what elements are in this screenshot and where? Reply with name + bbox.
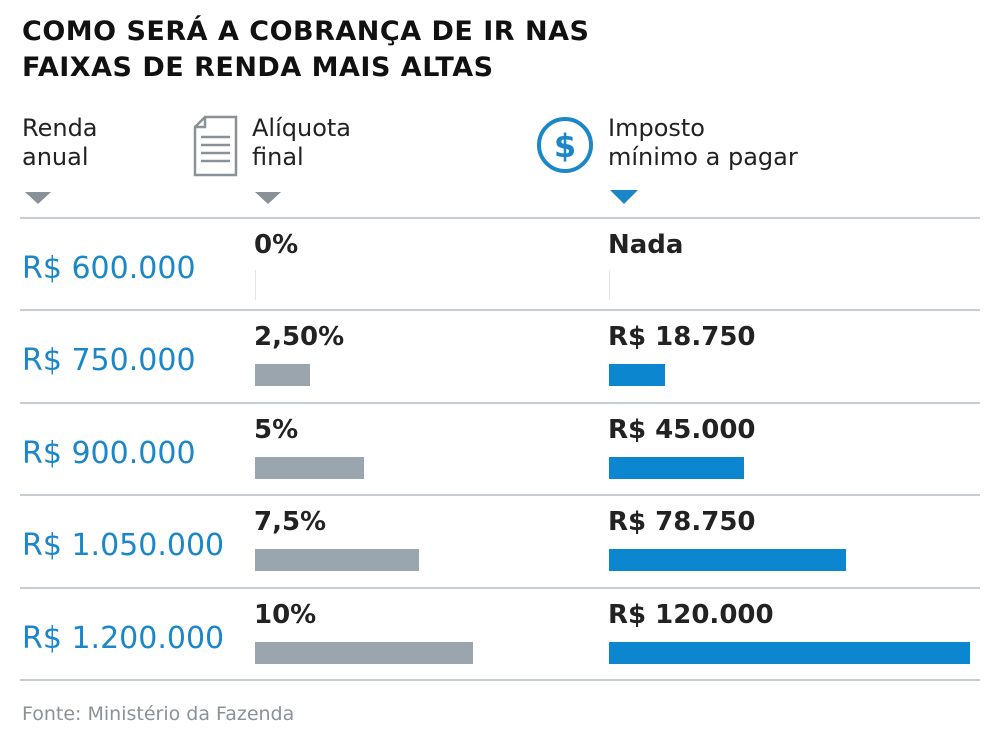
bar — [609, 456, 745, 479]
value-label: R$ 18.750 — [608, 322, 756, 353]
rule — [20, 401, 980, 404]
rule — [20, 309, 980, 312]
rule — [20, 494, 980, 497]
title-line: COMO SERÁ A COBRANÇA DE IR NAS — [22, 16, 590, 47]
bar — [255, 641, 473, 664]
source: Fonte: Ministério da Fazenda — [22, 703, 295, 725]
bar — [609, 270, 610, 300]
header-line: mínimo a pagar — [608, 143, 798, 171]
header-line: Alíquota — [252, 114, 351, 142]
rule — [20, 217, 980, 219]
renda: R$ 600.000 — [22, 251, 196, 286]
column-header: Alíquota final — [252, 114, 351, 172]
header-line: final — [252, 143, 304, 171]
value-label: 0% — [254, 230, 299, 260]
rule — [20, 586, 980, 589]
triangle — [255, 192, 281, 204]
column-header: Renda anual — [22, 114, 98, 172]
document-icon — [193, 115, 238, 177]
title-line: FAIXAS DE RENDA MAIS ALTAS — [22, 52, 494, 83]
bar — [255, 364, 310, 387]
renda: R$ 1.050.000 — [22, 528, 225, 564]
value-label: R$ 120.000 — [608, 599, 774, 630]
value-label: R$ 45.000 — [608, 414, 756, 445]
value-label: R$ 78.750 — [608, 507, 756, 538]
value-label: 2,50% — [254, 322, 345, 353]
bar — [609, 641, 970, 664]
value-label: 10% — [254, 599, 317, 630]
value-label: Nada — [608, 230, 684, 260]
renda: R$ 750.000 — [22, 343, 196, 379]
svg-text:$: $ — [554, 127, 576, 165]
bar — [255, 549, 419, 572]
renda: R$ 1.200.000 — [22, 620, 225, 656]
triangle — [25, 192, 51, 204]
triangle — [610, 190, 638, 204]
bar — [609, 549, 846, 572]
rule — [20, 679, 980, 681]
column-header: Imposto mínimo a pagar — [608, 114, 798, 172]
header-line: Imposto — [608, 114, 705, 142]
value-label: 7,5% — [254, 507, 327, 538]
bar — [255, 456, 364, 479]
bar — [255, 270, 256, 300]
value-label: 5% — [254, 414, 299, 445]
dollar-icon: $ — [537, 117, 593, 173]
renda: R$ 900.000 — [22, 435, 196, 471]
header-icons: $ — [25, 115, 638, 204]
bar — [609, 364, 666, 387]
header-line: anual — [22, 143, 89, 171]
header-line: Renda — [22, 114, 98, 142]
